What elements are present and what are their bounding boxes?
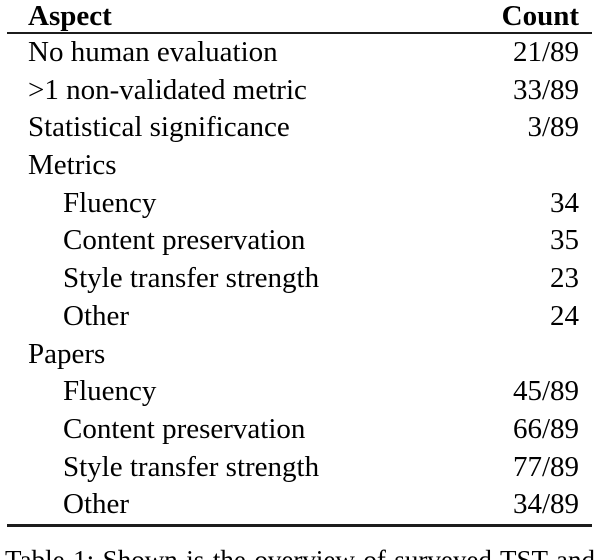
- table-row: Statistical significance 3/89: [7, 109, 592, 147]
- table-row: Other 24: [7, 298, 592, 336]
- row-count: 35: [550, 224, 579, 257]
- table-header-row: Aspect Count: [7, 0, 592, 34]
- table-row: Content preservation 66/89: [7, 411, 592, 449]
- table-row-group-papers: Papers: [7, 336, 592, 374]
- row-count: 33/89: [512, 73, 579, 106]
- table-row: Fluency 34: [7, 185, 592, 223]
- row-count: 45/89: [512, 375, 579, 408]
- table-row: Other 34/89: [7, 486, 592, 524]
- table-bottom-rule: [7, 523, 592, 527]
- results-table: Aspect Count No human evaluation 21/89 >…: [7, 0, 592, 527]
- row-count: 66/89: [512, 412, 579, 445]
- table-row: Fluency 45/89: [7, 373, 592, 411]
- row-count: 34: [550, 186, 579, 219]
- row-label: Papers: [28, 337, 106, 370]
- table-row: >1 non-validated metric 33/89: [7, 72, 592, 110]
- row-label: Fluency: [63, 186, 157, 219]
- row-count: 24: [550, 299, 579, 332]
- table-row: Style transfer strength 23: [7, 260, 592, 298]
- row-label: Fluency: [63, 375, 157, 408]
- row-label: Style transfer strength: [63, 450, 320, 483]
- table-body: No human evaluation 21/89 >1 non-validat…: [7, 34, 592, 524]
- row-count: 3/89: [527, 111, 579, 144]
- table-caption: Table 1: Shown is the overview of survey…: [5, 545, 595, 560]
- row-label: Style transfer strength: [63, 262, 320, 295]
- row-count: 23: [550, 262, 579, 295]
- row-label: Other: [63, 299, 130, 332]
- column-header-count: Count: [501, 0, 579, 32]
- column-header-aspect: Aspect: [28, 0, 112, 32]
- table-row: Content preservation 35: [7, 222, 592, 260]
- row-label: Statistical significance: [28, 111, 290, 144]
- row-label: Content preservation: [63, 412, 306, 445]
- table-row: No human evaluation 21/89: [7, 34, 592, 72]
- row-count: 77/89: [512, 450, 579, 483]
- row-count: 34/89: [512, 488, 579, 521]
- table-row: Style transfer strength 77/89: [7, 449, 592, 487]
- row-count: 21/89: [512, 36, 579, 68]
- table-row-group-metrics: Metrics: [7, 147, 592, 185]
- row-label: >1 non-validated metric: [28, 73, 307, 106]
- row-label: Other: [63, 488, 130, 521]
- row-label: No human evaluation: [28, 36, 278, 68]
- row-label: Content preservation: [63, 224, 306, 257]
- row-label: Metrics: [28, 149, 117, 182]
